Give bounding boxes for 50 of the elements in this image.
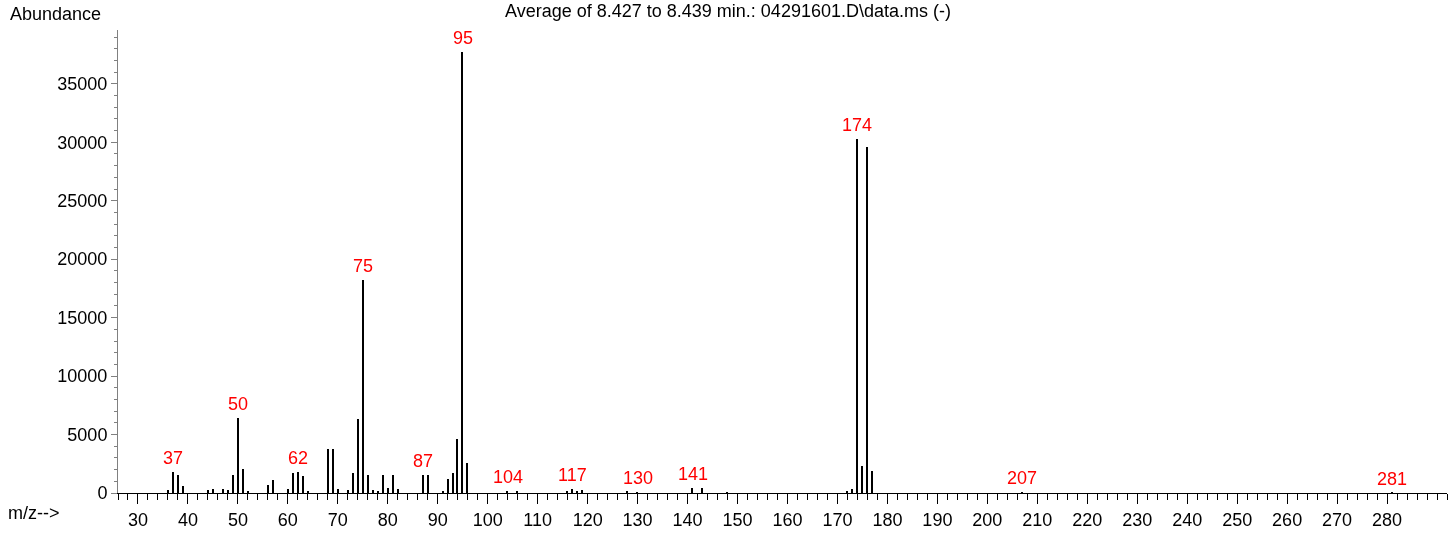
y-axis-title: Abundance bbox=[10, 4, 102, 24]
annotation: 50 bbox=[228, 394, 249, 414]
chart-title: Average of 8.427 to 8.439 min.: 04291601.D\data.ms (-) bbox=[505, 0, 951, 21]
x-tick-label: 150 bbox=[722, 509, 753, 530]
x-tick-label: 70 bbox=[327, 509, 348, 530]
x-tick-label: 210 bbox=[1022, 509, 1053, 530]
annotation: 174 bbox=[842, 115, 873, 135]
x-tick-label: 170 bbox=[822, 509, 853, 530]
y-tick-label: 10000 bbox=[57, 366, 108, 387]
x-tick-label: 270 bbox=[1322, 509, 1353, 530]
x-axis-title: m/z--> bbox=[8, 503, 60, 523]
x-tick-label: 230 bbox=[1122, 509, 1153, 530]
annotation: 75 bbox=[353, 256, 374, 276]
x-tick-label: 80 bbox=[377, 509, 398, 530]
x-tick-label: 160 bbox=[772, 509, 803, 530]
x-tick-label: 30 bbox=[127, 509, 148, 530]
annotation: 87 bbox=[413, 451, 434, 471]
annotation: 117 bbox=[558, 465, 587, 485]
y-tick-label: 25000 bbox=[57, 191, 108, 211]
x-tick-label: 200 bbox=[972, 509, 1003, 530]
y-tick-label: 30000 bbox=[57, 132, 108, 153]
x-tick-label: 240 bbox=[1172, 509, 1203, 530]
x-tick-label: 190 bbox=[922, 509, 953, 530]
x-tick-label: 60 bbox=[277, 509, 298, 530]
x-tick-label: 120 bbox=[572, 509, 603, 530]
x-tick-label: 260 bbox=[1272, 509, 1303, 530]
annotation: 141 bbox=[678, 464, 709, 484]
x-tick-label: 40 bbox=[177, 509, 198, 530]
y-tick-label: 0 bbox=[97, 483, 108, 504]
y-tick-label: 15000 bbox=[57, 307, 108, 328]
x-tick-label: 90 bbox=[427, 509, 448, 530]
x-tick-label: 100 bbox=[472, 509, 503, 530]
x-tick-label: 250 bbox=[1222, 509, 1253, 530]
x-tick-label: 280 bbox=[1372, 509, 1403, 530]
y-tick-label: 35000 bbox=[57, 74, 108, 95]
annotation: 281 bbox=[1377, 469, 1408, 489]
annotation: 104 bbox=[493, 467, 524, 487]
y-tick-label: 5000 bbox=[67, 424, 108, 445]
y-tick-label: 20000 bbox=[57, 249, 108, 270]
x-tick-label: 180 bbox=[872, 509, 903, 530]
x-tick-label: 50 bbox=[227, 509, 248, 530]
x-tick-label: 220 bbox=[1072, 509, 1103, 530]
annotation: 207 bbox=[1007, 468, 1038, 488]
annotation: 37 bbox=[163, 448, 184, 468]
annotation: 62 bbox=[288, 448, 309, 468]
x-tick-label: 110 bbox=[523, 509, 553, 530]
x-tick-label: 130 bbox=[622, 509, 653, 530]
annotation: 95 bbox=[453, 28, 474, 48]
x-tick-label: 140 bbox=[672, 509, 703, 530]
annotation: 130 bbox=[623, 468, 654, 488]
